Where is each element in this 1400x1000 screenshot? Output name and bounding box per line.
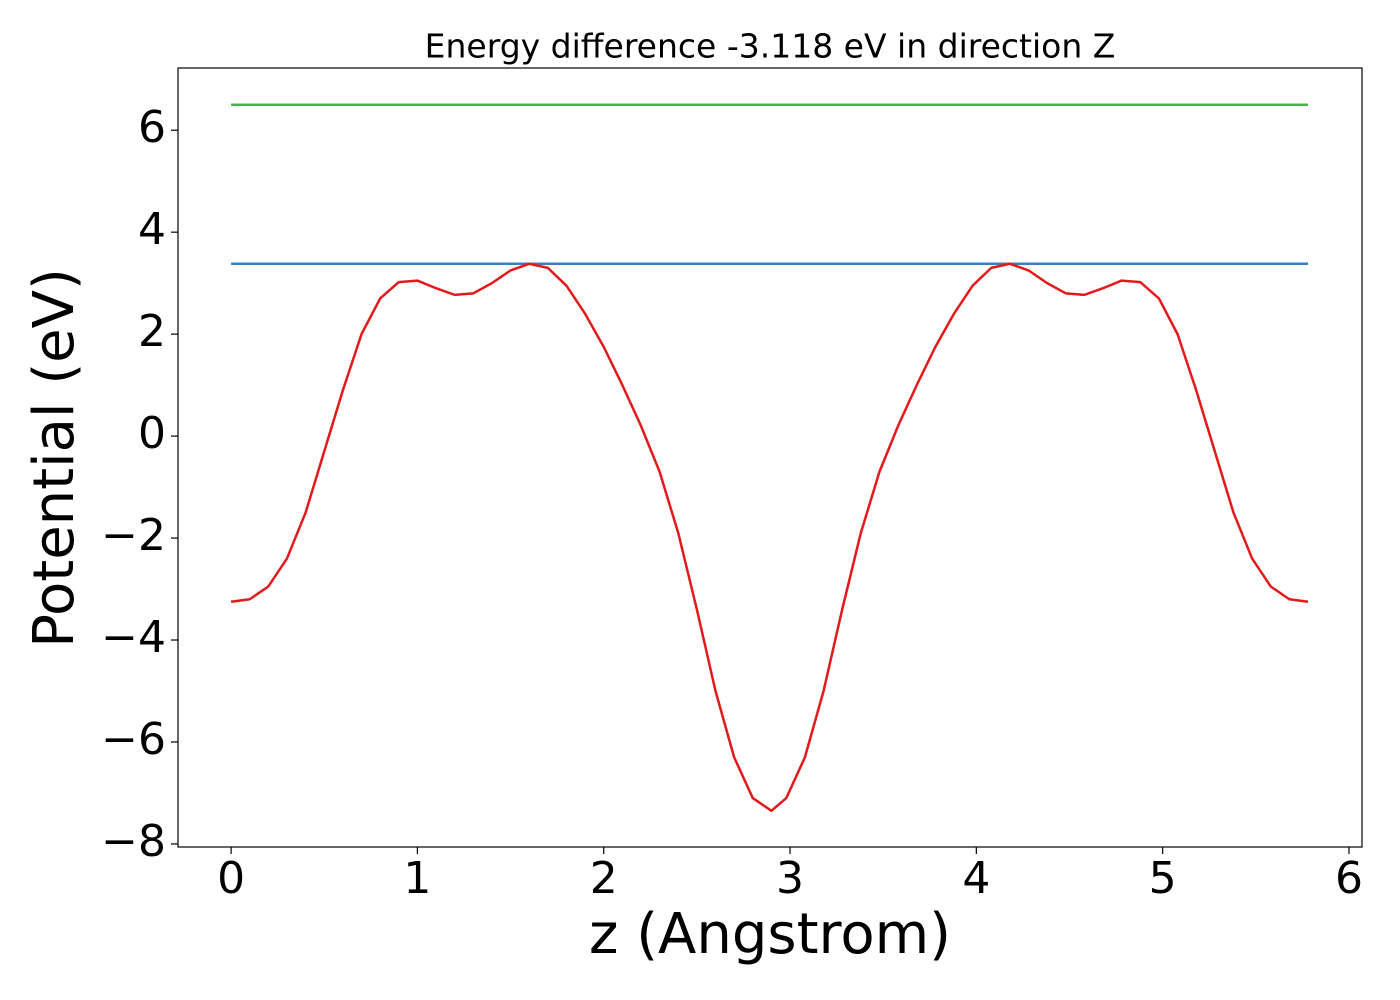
x-tick-label: 1 bbox=[403, 853, 431, 904]
x-tick-label: 0 bbox=[217, 853, 245, 904]
x-tick-label: 4 bbox=[962, 853, 990, 904]
y-tick-label: −2 bbox=[101, 510, 166, 561]
x-tick-label: 5 bbox=[1149, 853, 1177, 904]
x-tick-label: 6 bbox=[1335, 853, 1363, 904]
y-axis-label: Potential (eV) bbox=[22, 268, 87, 648]
x-tick-label: 3 bbox=[776, 853, 804, 904]
data-line bbox=[230, 262, 1309, 813]
y-tick-label: 4 bbox=[138, 204, 166, 255]
chart-title: Energy difference -3.118 eV in direction… bbox=[425, 27, 1116, 66]
plot-frame bbox=[177, 67, 1363, 848]
x-tick-label: 2 bbox=[590, 853, 618, 904]
y-tick-label: −4 bbox=[101, 612, 166, 663]
y-tick-label: −8 bbox=[101, 816, 166, 867]
y-tick-label: 0 bbox=[138, 408, 166, 459]
y-tick-label: −6 bbox=[101, 714, 166, 765]
x-axis-label: z (Angstrom) bbox=[589, 902, 951, 967]
y-tick-label: 6 bbox=[138, 102, 166, 153]
y-tick-label: 2 bbox=[138, 306, 166, 357]
